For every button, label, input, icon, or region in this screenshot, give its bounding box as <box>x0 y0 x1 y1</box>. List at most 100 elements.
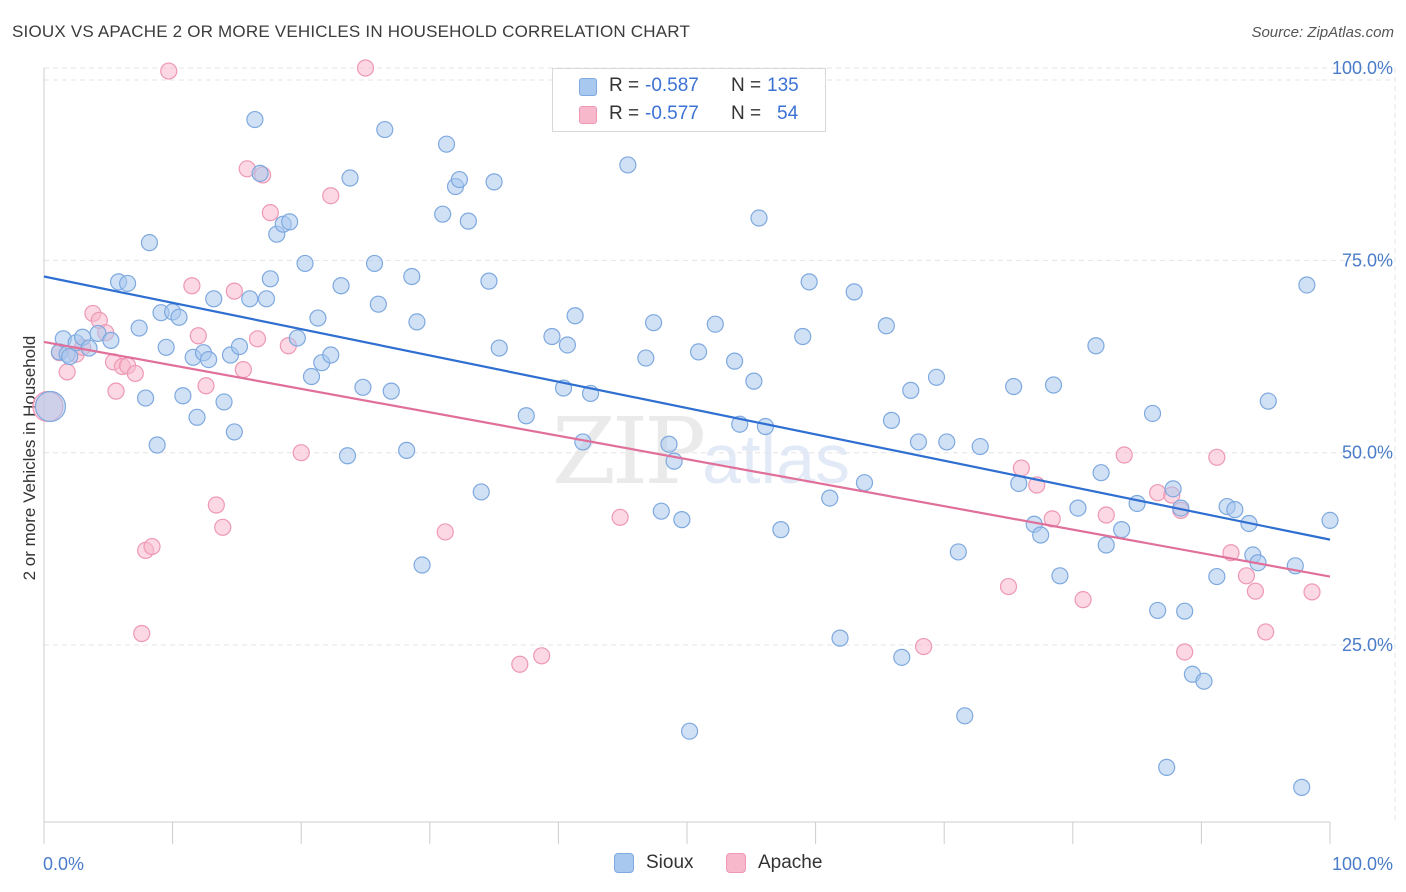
sioux-point <box>365 254 384 273</box>
apache-point <box>1303 583 1321 601</box>
tick-labels: 25.0% 50.0% 75.0% 100.0% 0.0% 100.0% <box>43 58 1393 874</box>
apache-point <box>189 327 207 345</box>
apache-point <box>107 382 125 400</box>
sioux-point <box>902 381 920 399</box>
apache-point <box>436 523 454 541</box>
legend-n-label: N = <box>731 75 762 96</box>
sioux-point <box>652 502 670 520</box>
y-tick-label: 75.0% <box>1342 250 1393 270</box>
sioux-point <box>382 382 400 400</box>
chart-title: SIOUX VS APACHE 2 OR MORE VEHICLES IN HO… <box>12 22 691 41</box>
sioux-point <box>302 367 321 386</box>
sioux-point <box>882 411 901 429</box>
legend-r-value-sioux: -0.587 <box>645 75 699 96</box>
sioux-point <box>281 213 299 231</box>
sioux-point <box>434 205 452 223</box>
legend-r-label: R = <box>609 75 640 96</box>
apache-point <box>1208 448 1226 466</box>
x-tick-label: 100.0% <box>1332 854 1393 874</box>
sioux-point <box>148 436 166 454</box>
sioux-point <box>831 629 849 647</box>
sioux-point <box>1164 480 1182 498</box>
apache-point <box>234 361 252 379</box>
apache-point <box>1246 582 1265 600</box>
sioux-point <box>1208 567 1226 586</box>
sioux-point <box>566 307 584 325</box>
apache-point <box>143 537 161 556</box>
sioux-point <box>1092 464 1110 482</box>
sioux-point <box>1149 601 1167 620</box>
sioux-point <box>118 274 137 293</box>
apache-point <box>126 364 144 383</box>
legend-label-sioux: Sioux <box>646 852 694 873</box>
sioux-point <box>174 387 192 405</box>
sioux-point <box>130 319 148 337</box>
legend-n-value-sioux: 135 <box>767 75 799 96</box>
sioux-point <box>61 347 79 366</box>
apache-point <box>1257 623 1275 641</box>
sioux-point <box>971 437 989 456</box>
apache-point <box>1237 567 1256 585</box>
sioux-point <box>480 272 498 290</box>
sioux-point <box>637 349 655 367</box>
sioux-point <box>215 393 233 411</box>
watermark-zip: ZIP <box>552 398 706 505</box>
apache-swatch <box>726 853 746 873</box>
sioux-point <box>288 329 306 347</box>
apache-point <box>511 655 529 673</box>
axes <box>43 68 1331 844</box>
sioux-swatch <box>614 853 634 873</box>
sioux-point <box>102 331 120 349</box>
trend-lines <box>43 275 1331 578</box>
apache-trend-line <box>43 340 1331 578</box>
sioux-point <box>750 209 768 227</box>
sioux-point <box>1051 567 1069 585</box>
sioux-point <box>369 295 387 313</box>
sioux-point <box>472 483 490 501</box>
apache-point <box>58 363 76 381</box>
apache-point <box>197 377 215 395</box>
sioux-point <box>170 308 188 326</box>
sioux-point <box>437 135 456 153</box>
sioux-swatch <box>579 78 597 96</box>
sioux-point <box>1128 494 1146 513</box>
sioux-point <box>927 368 946 386</box>
sioux-point <box>251 164 269 183</box>
sioux-point <box>1032 526 1050 544</box>
sioux-point <box>673 511 691 529</box>
grid-lines <box>44 67 1396 822</box>
sioux-point <box>408 313 426 331</box>
apache-point <box>1074 591 1092 609</box>
sioux-point <box>136 389 155 407</box>
apache-point <box>356 59 375 77</box>
sioux-point <box>338 447 357 465</box>
sioux-point <box>689 343 708 361</box>
apache-point <box>1097 506 1115 524</box>
apache-point <box>207 496 225 514</box>
sioux-point <box>1143 404 1162 423</box>
sioux-point <box>450 170 468 189</box>
apache-point <box>1149 484 1167 502</box>
sioux-point <box>205 290 223 308</box>
sioux-point <box>1069 499 1087 517</box>
apache-point <box>160 62 178 80</box>
sioux-point <box>354 378 372 396</box>
sioux-point <box>877 317 895 335</box>
sioux-point <box>296 254 314 273</box>
legend-n-label: N = <box>731 103 762 124</box>
sioux-point <box>332 277 350 295</box>
sioux-point <box>725 352 744 370</box>
sioux-point <box>909 433 928 451</box>
sioux-point <box>1226 501 1244 519</box>
sioux-point <box>257 290 276 308</box>
sioux-point <box>376 120 394 139</box>
source-credit: Source: ZipAtlas.com <box>1251 24 1394 41</box>
sioux-point <box>322 346 340 364</box>
sioux-point <box>261 270 279 288</box>
apache-point <box>611 508 629 526</box>
sioux-point <box>794 327 812 346</box>
apache-point <box>183 277 201 295</box>
stats-legend: R = -0.587 N = 135 R = -0.577 N = 54 <box>552 68 826 132</box>
sioux-point <box>34 390 67 423</box>
